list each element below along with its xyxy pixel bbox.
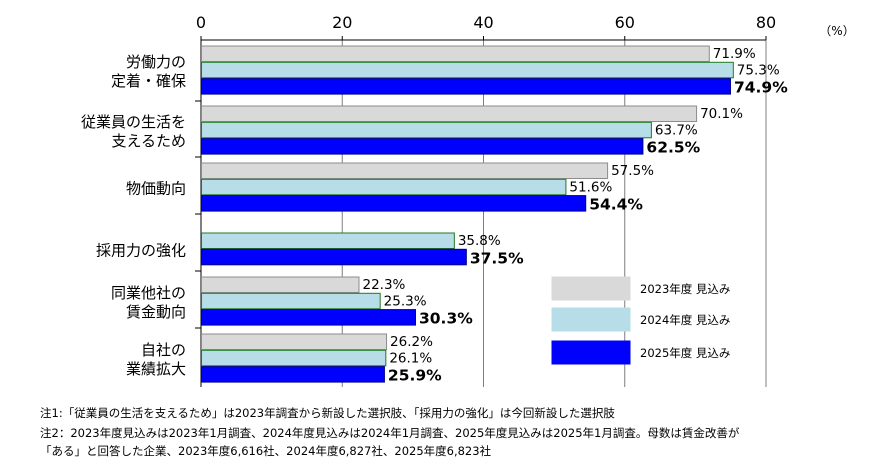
data-label: 26.1% xyxy=(389,350,432,366)
legend-swatch xyxy=(551,276,631,301)
data-label: 70.1% xyxy=(700,106,743,122)
data-label: 37.5% xyxy=(470,249,524,267)
unit-label: （%） xyxy=(819,24,854,38)
x-tick-label: 0 xyxy=(196,13,206,32)
x-tick-label: 40 xyxy=(473,13,493,32)
data-label: 57.5% xyxy=(611,163,654,179)
category-label: 支えるため xyxy=(111,132,186,150)
category-label: 定着・確保 xyxy=(111,72,186,90)
data-label: 22.3% xyxy=(362,277,405,293)
data-label: 26.2% xyxy=(390,334,433,350)
data-label: 63.7% xyxy=(655,122,698,138)
legend-swatch xyxy=(551,307,631,332)
bar-2023 xyxy=(201,333,388,350)
bar-2024 xyxy=(201,232,455,249)
data-label: 54.4% xyxy=(589,196,643,214)
x-tick-label: 20 xyxy=(332,13,352,32)
bar-2023 xyxy=(201,162,609,179)
data-label: 25.3% xyxy=(384,293,427,309)
bar-2024 xyxy=(201,121,652,139)
bar-2025 xyxy=(201,248,467,266)
bar-2023 xyxy=(201,45,710,62)
category-label: 採用力の強化 xyxy=(96,241,186,259)
bar-2024 xyxy=(201,292,381,310)
legend-swatch xyxy=(551,340,631,365)
legend-label: 2023年度 見込み xyxy=(640,282,730,296)
bar-2025 xyxy=(201,78,731,95)
bar-2024 xyxy=(201,178,567,196)
category-label: 物価動向 xyxy=(126,179,186,197)
bar-2023 xyxy=(201,276,360,293)
data-label: 25.9% xyxy=(388,367,442,385)
footnote-3: 「ある」と回答した企業、2023年度6,616社、2024年度6,827社、20… xyxy=(40,444,492,458)
data-label: 71.9% xyxy=(713,46,756,62)
bar-2025 xyxy=(201,138,644,155)
data-label: 74.9% xyxy=(734,79,788,97)
legend-label: 2024年度 見込み xyxy=(640,313,730,327)
data-label: 75.3% xyxy=(737,62,780,78)
category-label: 従業員の生活を xyxy=(81,113,186,131)
bar-2023 xyxy=(201,105,698,122)
bar-2025 xyxy=(201,366,385,383)
x-tick-label: 60 xyxy=(615,13,635,32)
bar-2025 xyxy=(201,309,416,326)
footnote-1: 注1:「従業員の生活を支えるため」は2023年調査から新設した選択肢、「採用力の… xyxy=(40,406,615,420)
category-label: 労働力の xyxy=(126,53,186,71)
data-label: 35.8% xyxy=(458,233,501,249)
x-tick-label: 80 xyxy=(756,13,776,32)
footnote-2: 注2：2023年度見込みは2023年1月調査、2024年度見込みは2024年1月… xyxy=(40,426,740,440)
data-label: 30.3% xyxy=(419,310,473,328)
category-label: 自社の xyxy=(141,341,186,359)
bar-2024 xyxy=(201,349,387,367)
bar-2024 xyxy=(201,61,734,79)
category-label: 業績拡大 xyxy=(126,360,186,378)
data-label: 51.6% xyxy=(569,179,612,195)
data-label: 62.5% xyxy=(646,139,700,157)
bar-2025 xyxy=(201,195,587,212)
category-label: 賃金動向 xyxy=(126,303,186,321)
legend-label: 2025年度 見込み xyxy=(640,346,730,360)
category-label: 同業他社の xyxy=(111,284,186,302)
